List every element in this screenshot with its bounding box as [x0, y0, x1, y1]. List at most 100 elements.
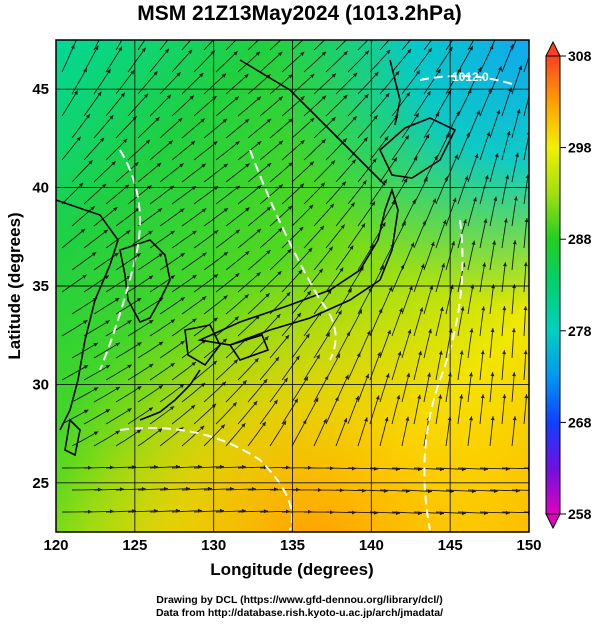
streamline	[435, 306, 444, 337]
streamline-arrowhead	[213, 141, 218, 146]
streamline-arrowhead	[309, 204, 314, 210]
streamline-arrowhead	[296, 312, 301, 318]
shikoku-coast	[228, 334, 270, 361]
streamline-arrowhead	[223, 252, 228, 256]
streamline	[401, 40, 411, 51]
streamline-arrowhead	[148, 230, 153, 235]
streamline-arrowhead	[105, 320, 110, 325]
streamline	[423, 111, 440, 139]
streamline	[501, 218, 507, 249]
streamline	[391, 221, 407, 249]
streamline-arrowhead	[492, 240, 496, 245]
streamline	[127, 407, 154, 425]
streamline-arrowhead	[76, 136, 81, 141]
streamline-arrowhead	[460, 306, 465, 311]
streamline	[291, 333, 310, 359]
streamline-arrowhead	[400, 264, 405, 269]
streamline-arrowhead	[191, 362, 196, 366]
streamline	[115, 69, 135, 95]
streamline-arrowhead	[285, 334, 290, 340]
streamline-arrowhead	[396, 28, 400, 32]
streamline-arrowhead	[170, 319, 175, 324]
streamline	[313, 375, 329, 403]
streamline	[149, 94, 172, 117]
streamline	[347, 266, 364, 293]
streamline-arrowhead	[83, 409, 89, 414]
streamline	[467, 489, 499, 492]
streamline-arrowhead	[256, 228, 262, 233]
streamline	[335, 245, 354, 271]
streamline	[225, 207, 250, 227]
streamline-arrowhead	[481, 306, 486, 311]
streamline-arrowhead	[413, 156, 418, 161]
streamline-arrowhead	[109, 465, 114, 470]
streamline-arrowhead	[328, 246, 333, 251]
streamline	[501, 174, 509, 205]
streamline	[281, 355, 300, 381]
streamline	[347, 309, 363, 337]
streamline-arrowhead	[148, 320, 154, 324]
kyushu-coast	[184, 324, 221, 367]
streamline-arrowhead	[386, 49, 391, 55]
streamline	[303, 182, 326, 205]
streamline	[379, 243, 395, 271]
streamline	[149, 185, 175, 205]
streamline-arrowhead	[155, 117, 160, 122]
streamline-arrowhead	[396, 394, 401, 400]
streamline-arrowhead	[383, 179, 387, 184]
streamline	[159, 163, 184, 183]
streamline	[291, 376, 309, 403]
streamline	[71, 431, 99, 447]
streamline	[457, 394, 463, 425]
x-tick-label: 140	[359, 537, 384, 554]
streamline	[215, 401, 238, 425]
x-axis-ticks: 120 125 130 135 140 145 150	[43, 537, 541, 554]
streamline-arrowhead	[523, 262, 528, 267]
streamline	[193, 466, 225, 469]
streamline	[83, 510, 115, 513]
streamline-arrowhead	[192, 274, 197, 279]
streamline	[501, 87, 512, 117]
streamline-arrowhead	[241, 423, 246, 428]
streamline	[501, 262, 506, 293]
streamline-arrowhead	[91, 252, 97, 257]
streamline	[127, 93, 149, 117]
streamline	[269, 40, 282, 51]
streamline-arrowhead	[395, 71, 400, 76]
streamline	[259, 356, 280, 381]
streamline	[247, 40, 260, 51]
streamline-arrowhead	[148, 275, 154, 280]
streamline-arrowhead	[391, 200, 396, 205]
streamline	[215, 185, 241, 205]
streamline-arrowhead	[480, 394, 485, 399]
streamline-arrowhead	[512, 240, 517, 245]
streamline	[511, 372, 515, 403]
streamline	[61, 274, 87, 293]
streamline	[479, 350, 484, 381]
streamline-arrowhead	[187, 49, 193, 54]
streamline-arrowhead	[191, 186, 197, 191]
streamline-arrowhead	[502, 306, 507, 311]
streamline	[303, 138, 327, 161]
streamline-arrowhead	[213, 186, 218, 191]
colorbar-tick-label: 298	[568, 140, 592, 156]
streamline	[171, 510, 203, 513]
streamline	[511, 328, 515, 359]
streamline-arrowhead	[288, 74, 293, 79]
streamline	[313, 203, 335, 227]
streamline	[457, 511, 489, 514]
y-axis-label: Latitude (degrees)	[5, 212, 24, 359]
streamline	[105, 364, 133, 381]
streamline	[501, 130, 511, 161]
streamline-arrowhead	[83, 320, 88, 325]
streamline-arrowhead	[490, 372, 495, 377]
streamline-arrowhead	[234, 316, 239, 321]
streamline	[225, 118, 250, 139]
streamline-arrowhead	[364, 94, 369, 99]
streamline-arrowhead	[199, 73, 204, 78]
streamline	[269, 161, 294, 183]
streamline-arrowhead	[245, 251, 250, 256]
streamline-arrowhead	[170, 230, 175, 235]
streamline	[171, 466, 203, 469]
streamline	[127, 230, 153, 249]
